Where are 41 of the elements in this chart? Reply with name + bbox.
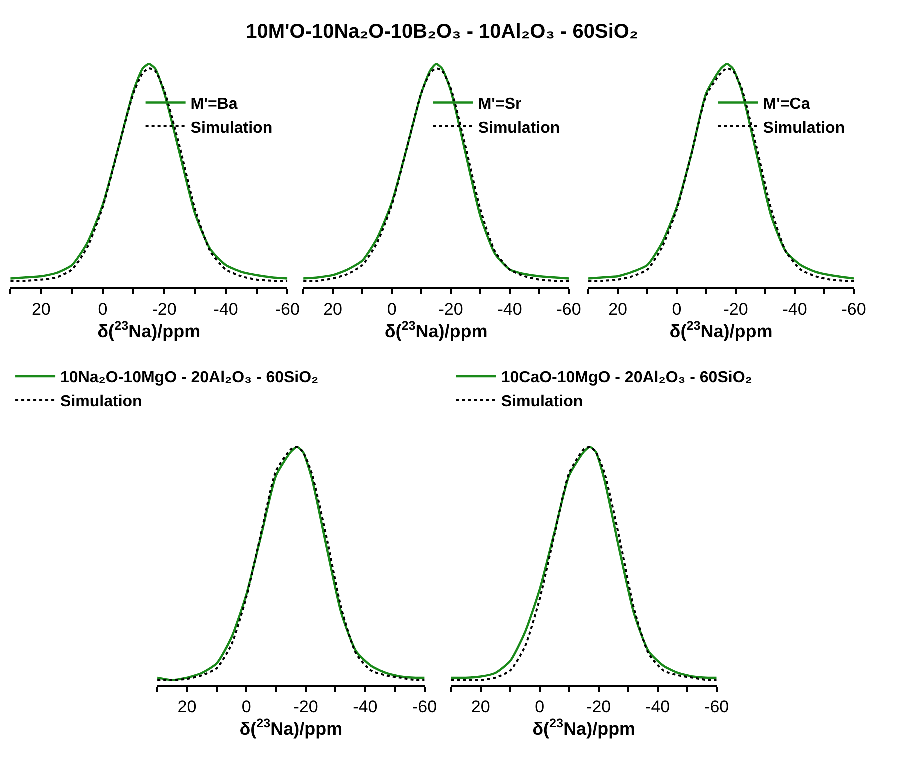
x-tick-label: 20 [178,697,197,716]
chart-title: 10M'O-10Na₂O-10B₂O₃ - 10Al₂O₃ - 60SiO₂ [246,21,638,43]
x-tick-label: -40 [646,697,670,716]
x-axis-title: δ($^{23}$Na)/ppm [670,319,773,342]
legend-label: 10Na₂O-10MgO - 20Al₂O₃ - 60SiO₂ [60,370,319,387]
x-tick-label: -60 [704,697,730,716]
x-tick-label: 0 [98,300,108,320]
x-tick-label: -40 [498,300,522,320]
legend-label: Simulation [501,394,584,411]
x-tick-label: 20 [324,300,343,320]
x-axis-title: δ($^{23}$Na)/ppm [240,716,343,740]
x-tick-label: -20 [586,697,612,716]
x-tick-label: 20 [471,697,490,716]
x-tick-label: 0 [242,697,252,716]
x-tick-label: -20 [152,300,177,320]
x-axis-title: δ($^{23}$Na)/ppm [532,716,636,740]
legend-label: 10CaO-10MgO - 20Al₂O₃ - 60SiO₂ [501,370,752,387]
x-tick-label: 0 [672,300,682,320]
x-tick-label: 0 [535,697,545,716]
legend-label: Simulation [478,120,560,137]
x-axis-title: δ($^{23}$Na)/ppm [98,319,201,342]
legend-label: M'=Sr [478,96,522,113]
x-tick-label: -60 [412,697,438,716]
x-tick-label: -20 [294,697,318,716]
x-tick-label: 20 [608,300,628,320]
x-axis-title: δ($^{23}$Na)/ppm [384,319,488,342]
x-tick-label: -60 [275,300,300,320]
legend-label: Simulation [60,394,142,411]
x-tick-label: -20 [438,300,464,320]
x-tick-label: -60 [842,300,866,320]
legend-label: Simulation [763,120,846,137]
x-tick-label: 0 [387,300,397,320]
legend-label: M'=Ca [763,96,810,113]
x-tick-label: -40 [214,300,238,320]
x-tick-label: -40 [353,697,378,716]
x-tick-label: -20 [724,300,748,320]
legend-label: Simulation [190,120,273,137]
x-tick-label: -60 [556,300,582,320]
x-tick-label: 20 [32,300,51,320]
x-tick-label: -40 [782,300,808,320]
legend-label: M'=Ba [190,96,238,113]
